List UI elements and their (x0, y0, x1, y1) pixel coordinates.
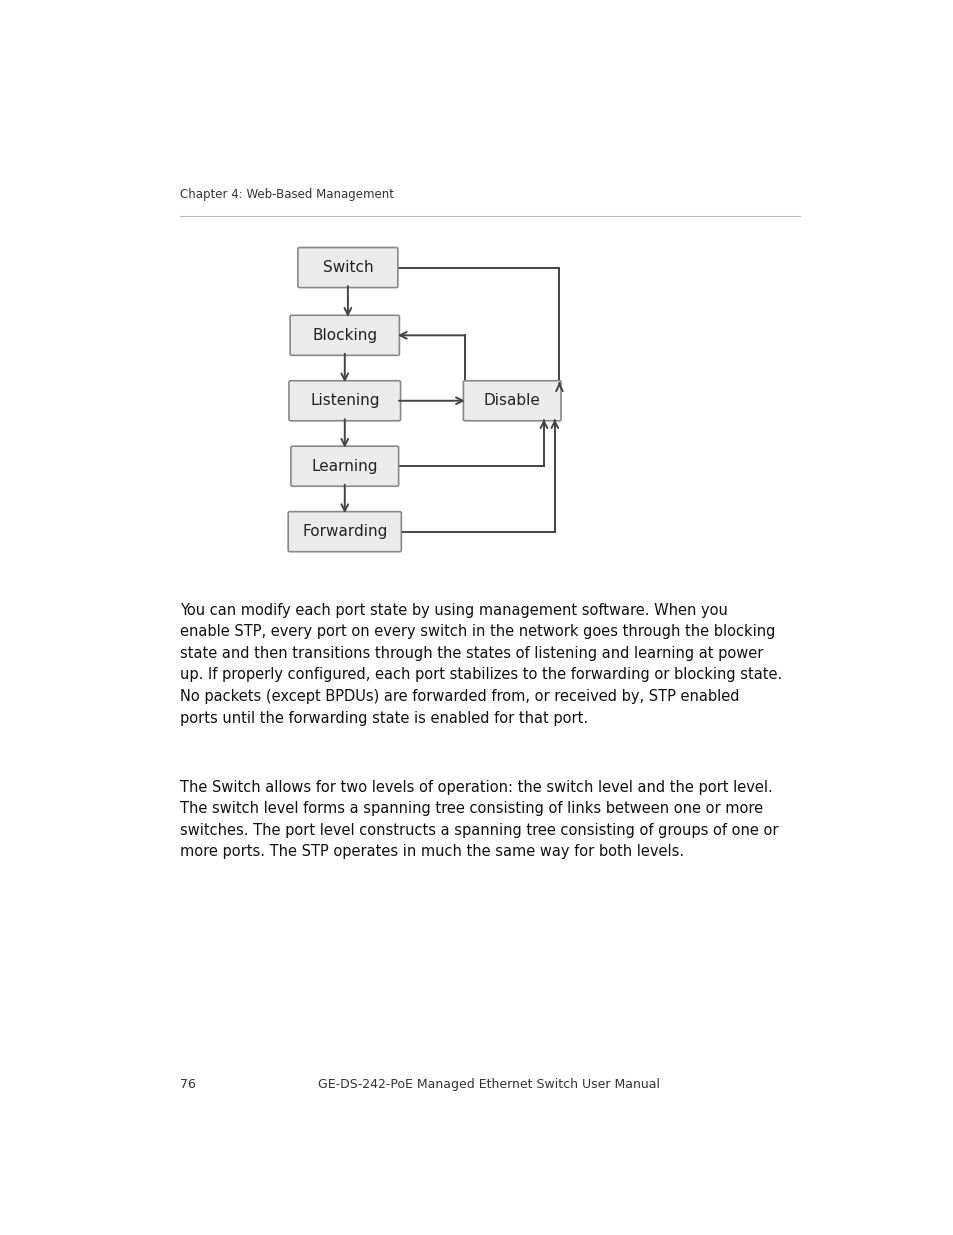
FancyBboxPatch shape (288, 511, 401, 552)
Text: Blocking: Blocking (312, 327, 377, 343)
Text: You can modify each port state by using management software. When you
enable STP: You can modify each port state by using … (179, 603, 781, 725)
FancyBboxPatch shape (291, 446, 398, 487)
Text: Switch: Switch (322, 261, 373, 275)
FancyBboxPatch shape (463, 380, 560, 421)
Text: Listening: Listening (310, 393, 379, 409)
Text: 76: 76 (179, 1078, 195, 1091)
Text: Chapter 4: Web-Based Management: Chapter 4: Web-Based Management (179, 188, 394, 201)
FancyBboxPatch shape (289, 380, 400, 421)
FancyBboxPatch shape (297, 247, 397, 288)
FancyBboxPatch shape (290, 315, 399, 356)
Text: The Switch allows for two levels of operation: the switch level and the port lev: The Switch allows for two levels of oper… (179, 779, 778, 860)
Text: GE-DS-242-PoE Managed Ethernet Switch User Manual: GE-DS-242-PoE Managed Ethernet Switch Us… (317, 1078, 659, 1091)
Text: Disable: Disable (483, 393, 540, 409)
Text: Forwarding: Forwarding (302, 524, 387, 540)
Text: Learning: Learning (312, 458, 377, 474)
